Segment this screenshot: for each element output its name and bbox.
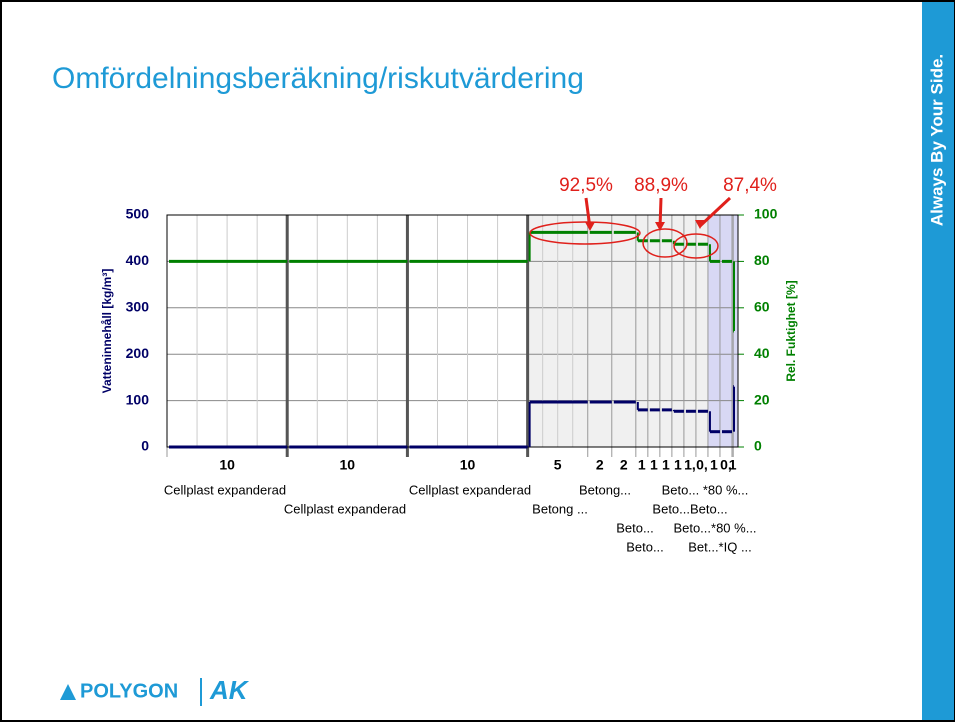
annotation: 92,5% [559, 175, 613, 196]
layer-label: 1, [684, 457, 696, 473]
y2-tick-label: 80 [754, 252, 770, 268]
layer-label: 2 [596, 457, 604, 473]
layer-label: 1 [674, 457, 682, 473]
y2-axis-title: Rel. Fuktighet [%] [784, 280, 798, 381]
y2-tick-label: 100 [754, 206, 778, 222]
y-tick-label: 300 [126, 299, 150, 315]
y-tick-label: 400 [126, 252, 150, 268]
annotation-ellipse [642, 228, 688, 258]
y-tick-label: 0 [141, 438, 149, 454]
material-label: Beto... *80 %... [662, 482, 749, 497]
layer-label: 1 [662, 457, 670, 473]
layer-label: 1 [710, 457, 718, 473]
y-tick-label: 500 [126, 206, 150, 222]
y-axis-title: Vatteninnehåll [kg/m³] [100, 269, 114, 394]
material-label: Cellplast expanderad [164, 482, 286, 497]
side-bar [922, 2, 954, 720]
y2-tick-label: 20 [754, 391, 770, 407]
layer-label: 10 [460, 457, 476, 473]
y2-tick-label: 0 [754, 438, 762, 454]
side-text: Always By Your Side. [927, 54, 946, 226]
material-label: Cellplast expanderad [284, 501, 406, 516]
annotation-arrowhead [655, 222, 665, 231]
annotation: 88,9% [634, 175, 688, 196]
material-label: Betong... [579, 482, 631, 497]
annotation: 87,4% [723, 175, 777, 196]
y-tick-label: 200 [126, 345, 150, 361]
slide-title: Omfördelningsberäkning/riskutvärdering [52, 62, 584, 95]
layer-label: 5 [554, 457, 562, 473]
y2-tick-label: 40 [754, 345, 770, 361]
logo-text: POLYGON [80, 680, 178, 702]
logo: POLYGON AK [60, 675, 250, 706]
layer-label: 1 [729, 457, 737, 473]
logo2-text: AK [209, 675, 250, 705]
layer-label: 10 [219, 457, 235, 473]
layer-label: 0, [696, 457, 708, 473]
y2-tick-label: 60 [754, 299, 770, 315]
annotation-arrowhead [695, 220, 705, 229]
material-label: Betong ... [532, 501, 588, 516]
layer-label: 10 [340, 457, 356, 473]
annotation-arrowhead [585, 222, 595, 231]
material-label: Cellplast expanderad [409, 482, 531, 497]
logo-divider [200, 678, 202, 706]
material-label: Beto... [616, 520, 654, 535]
logo-icon [60, 684, 76, 700]
y-tick-label: 100 [126, 391, 150, 407]
annotation-ellipse [673, 233, 719, 259]
material-label: Beto...Beto... [652, 501, 727, 516]
material-label: Bet...*IQ ... [688, 539, 752, 554]
layer-label: 1 [650, 457, 658, 473]
material-label: Beto...*80 %... [673, 520, 756, 535]
layer-label: 1 [638, 457, 646, 473]
layer-label: 0, [720, 457, 732, 473]
annotation-arrow [698, 196, 732, 228]
layer-label: 2 [620, 457, 628, 473]
material-label: Beto... [626, 539, 664, 554]
